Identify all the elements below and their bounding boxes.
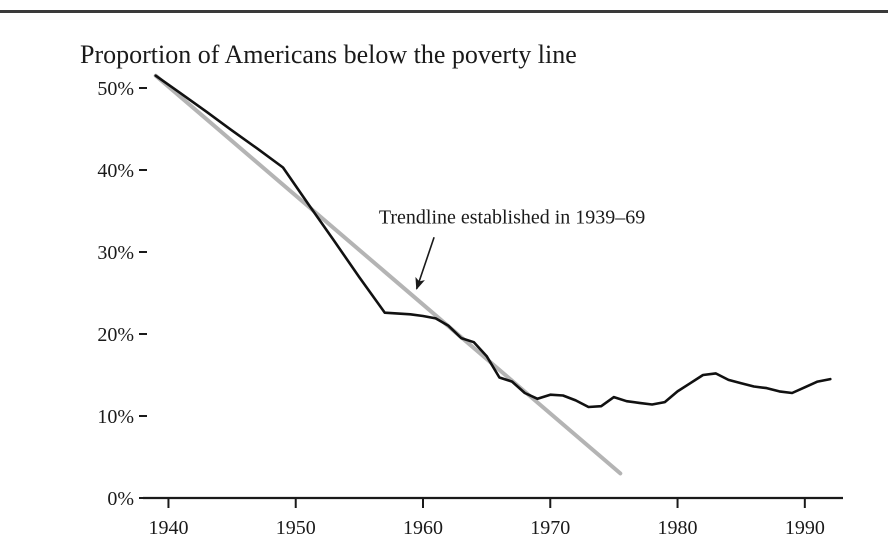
x-tick-label: 1980 — [658, 517, 698, 539]
x-tick-label: 1970 — [530, 517, 570, 539]
y-tick-label: 30% — [97, 242, 134, 264]
y-tick-label: 10% — [97, 406, 134, 428]
y-tick-label: 50% — [97, 78, 134, 100]
trendline-series — [153, 73, 623, 476]
x-tick-label: 1960 — [403, 517, 443, 539]
x-tick-label: 1990 — [785, 517, 825, 539]
marks-group — [153, 73, 832, 476]
x-tick-label: 1950 — [276, 517, 316, 539]
x-tick-label: 1940 — [148, 517, 188, 539]
annotations-group: Trendline established in 1939–69 — [379, 206, 645, 290]
trendline-annotation: Trendline established in 1939–69 — [379, 206, 645, 228]
axes-group: 0% 10% 20% 30% 40% 50% 1940 1950 1960 1970 1980 199… — [97, 78, 843, 539]
top-rule — [0, 10, 888, 13]
chart-title: Proportion of Americans below the povert… — [80, 40, 577, 69]
y-tick-label: 20% — [97, 324, 134, 346]
annotation-arrow — [415, 237, 435, 290]
y-tick-label: 40% — [97, 160, 134, 182]
poverty-rate-series — [154, 74, 832, 409]
y-tick-label: 0% — [107, 488, 134, 510]
